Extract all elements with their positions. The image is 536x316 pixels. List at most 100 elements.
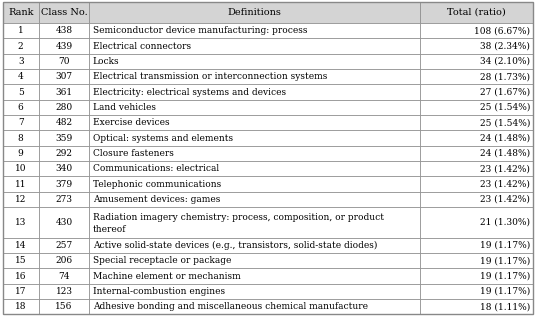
Bar xyxy=(420,2,533,23)
Text: Radiation imagery chemistry: process, composition, or product: Radiation imagery chemistry: process, co… xyxy=(93,213,384,222)
Text: 14: 14 xyxy=(15,241,26,250)
Bar xyxy=(3,23,39,38)
Text: 19 (1.17%): 19 (1.17%) xyxy=(480,287,530,296)
Bar xyxy=(39,238,89,253)
Text: Machine element or mechanism: Machine element or mechanism xyxy=(93,271,241,281)
Bar xyxy=(3,115,39,131)
Bar xyxy=(420,161,533,176)
Text: 1: 1 xyxy=(18,26,24,35)
Bar xyxy=(420,38,533,54)
Text: 11: 11 xyxy=(15,179,26,189)
Bar xyxy=(420,253,533,268)
Bar xyxy=(3,69,39,84)
Bar xyxy=(3,100,39,115)
Bar xyxy=(3,284,39,299)
Text: 10: 10 xyxy=(15,164,26,173)
Text: 15: 15 xyxy=(15,256,27,265)
Bar xyxy=(420,84,533,100)
Bar xyxy=(39,146,89,161)
Text: Electrical transmission or interconnection systems: Electrical transmission or interconnecti… xyxy=(93,72,327,81)
Bar xyxy=(89,84,420,100)
Text: 18: 18 xyxy=(15,302,26,311)
Bar xyxy=(89,268,420,284)
Bar xyxy=(420,146,533,161)
Bar xyxy=(3,176,39,192)
Text: 19 (1.17%): 19 (1.17%) xyxy=(480,256,530,265)
Text: 24 (1.48%): 24 (1.48%) xyxy=(480,134,530,143)
Bar xyxy=(420,115,533,131)
Text: 21 (1.30%): 21 (1.30%) xyxy=(480,218,530,227)
Bar xyxy=(39,23,89,38)
Bar xyxy=(89,115,420,131)
Text: Rank: Rank xyxy=(8,8,33,17)
Bar xyxy=(3,253,39,268)
Text: 206: 206 xyxy=(55,256,72,265)
Bar xyxy=(89,23,420,38)
Text: 34 (2.10%): 34 (2.10%) xyxy=(480,57,530,66)
Bar xyxy=(89,100,420,115)
Bar xyxy=(420,131,533,146)
Bar xyxy=(89,2,420,23)
Bar xyxy=(39,2,89,23)
Text: Electricity: electrical systems and devices: Electricity: electrical systems and devi… xyxy=(93,88,286,97)
Text: 280: 280 xyxy=(55,103,72,112)
Text: Internal-combustion engines: Internal-combustion engines xyxy=(93,287,225,296)
Text: Class No.: Class No. xyxy=(41,8,87,17)
Text: 430: 430 xyxy=(55,218,72,227)
Bar xyxy=(420,23,533,38)
Bar xyxy=(39,84,89,100)
Text: 19 (1.17%): 19 (1.17%) xyxy=(480,271,530,281)
Text: 7: 7 xyxy=(18,118,24,127)
Text: 25 (1.54%): 25 (1.54%) xyxy=(480,103,530,112)
Bar xyxy=(39,253,89,268)
Text: 13: 13 xyxy=(15,218,26,227)
Text: Adhesive bonding and miscellaneous chemical manufacture: Adhesive bonding and miscellaneous chemi… xyxy=(93,302,368,311)
Text: 8: 8 xyxy=(18,134,24,143)
Text: 5: 5 xyxy=(18,88,24,97)
Bar xyxy=(39,176,89,192)
Text: Exercise devices: Exercise devices xyxy=(93,118,169,127)
Text: 6: 6 xyxy=(18,103,24,112)
Text: 12: 12 xyxy=(15,195,26,204)
Bar xyxy=(420,69,533,84)
Text: Optical: systems and elements: Optical: systems and elements xyxy=(93,134,233,143)
Bar xyxy=(89,238,420,253)
Text: 27 (1.67%): 27 (1.67%) xyxy=(480,88,530,97)
Text: Telephonic communications: Telephonic communications xyxy=(93,179,221,189)
Text: Special receptacle or package: Special receptacle or package xyxy=(93,256,232,265)
Bar xyxy=(420,192,533,207)
Bar xyxy=(89,284,420,299)
Text: 340: 340 xyxy=(55,164,72,173)
Text: 439: 439 xyxy=(55,41,72,51)
Text: 28 (1.73%): 28 (1.73%) xyxy=(480,72,530,81)
Bar xyxy=(420,238,533,253)
Text: Amusement devices: games: Amusement devices: games xyxy=(93,195,220,204)
Text: 292: 292 xyxy=(55,149,72,158)
Text: 25 (1.54%): 25 (1.54%) xyxy=(480,118,530,127)
Bar xyxy=(89,176,420,192)
Text: 438: 438 xyxy=(55,26,72,35)
Bar xyxy=(89,146,420,161)
Text: Land vehicles: Land vehicles xyxy=(93,103,156,112)
Text: 4: 4 xyxy=(18,72,24,81)
Bar xyxy=(39,54,89,69)
Text: 19 (1.17%): 19 (1.17%) xyxy=(480,241,530,250)
Text: 16: 16 xyxy=(15,271,26,281)
Bar xyxy=(3,192,39,207)
Text: 3: 3 xyxy=(18,57,24,66)
Text: 9: 9 xyxy=(18,149,24,158)
Bar xyxy=(39,100,89,115)
Text: 38 (2.34%): 38 (2.34%) xyxy=(480,41,530,51)
Text: 273: 273 xyxy=(55,195,72,204)
Bar xyxy=(3,268,39,284)
Text: Active solid-state devices (e.g., transistors, solid-state diodes): Active solid-state devices (e.g., transi… xyxy=(93,241,377,250)
Bar xyxy=(39,268,89,284)
Bar xyxy=(3,161,39,176)
Text: 23 (1.42%): 23 (1.42%) xyxy=(480,195,530,204)
Text: Communications: electrical: Communications: electrical xyxy=(93,164,219,173)
Text: 156: 156 xyxy=(55,302,73,311)
Bar xyxy=(39,69,89,84)
Text: thereof: thereof xyxy=(93,225,126,234)
Text: Locks: Locks xyxy=(93,57,120,66)
Text: 108 (6.67%): 108 (6.67%) xyxy=(474,26,530,35)
